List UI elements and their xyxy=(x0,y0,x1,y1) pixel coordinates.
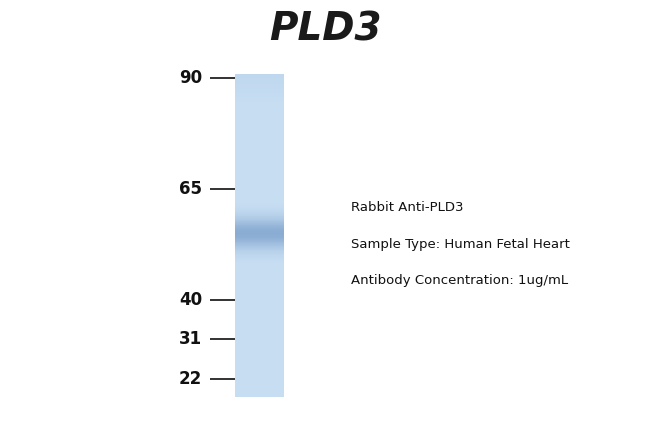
Text: 31: 31 xyxy=(179,330,202,349)
Text: Sample Type: Human Fetal Heart: Sample Type: Human Fetal Heart xyxy=(351,238,570,251)
Text: 65: 65 xyxy=(179,180,202,198)
Text: 40: 40 xyxy=(179,291,202,308)
Text: Antibody Concentration: 1ug/mL: Antibody Concentration: 1ug/mL xyxy=(351,274,568,287)
Title: PLD3: PLD3 xyxy=(268,11,382,49)
Text: 22: 22 xyxy=(179,370,202,388)
Text: 90: 90 xyxy=(179,70,202,87)
Text: Rabbit Anti-PLD3: Rabbit Anti-PLD3 xyxy=(351,201,463,214)
